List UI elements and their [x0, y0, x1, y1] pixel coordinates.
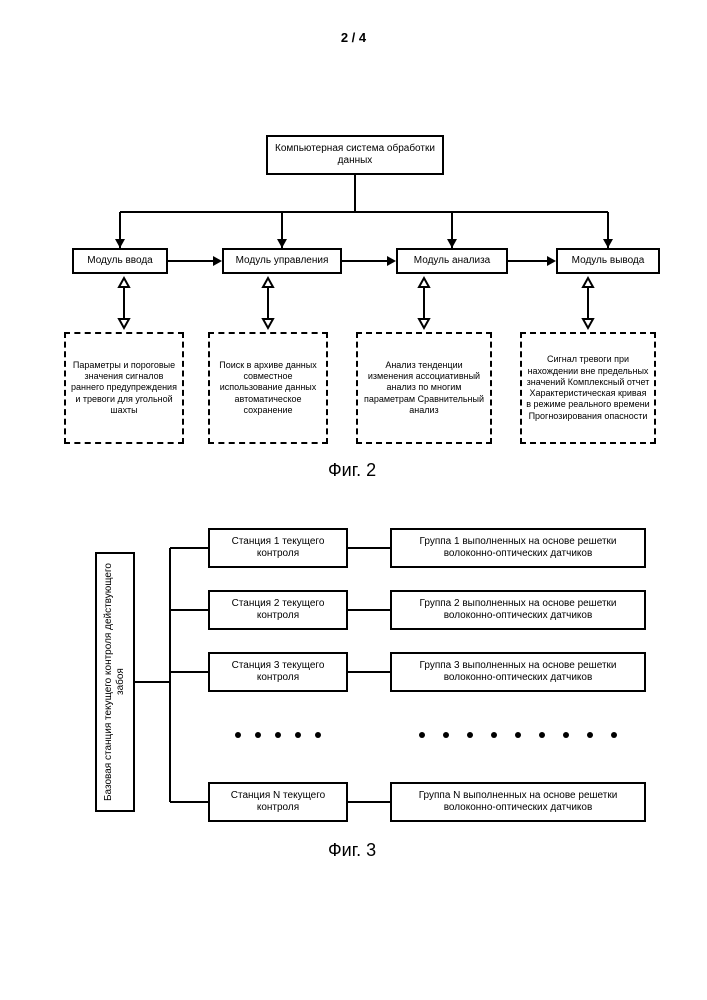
fig3-group-1: Группа 1 выполненных на основе решетки в…: [390, 528, 646, 568]
fig3-ellipsis-groups: [410, 730, 626, 740]
fig3-station-1: Станция 1 текущего контроля: [208, 528, 348, 568]
fig3-station-n: Станция N текущего контроля: [208, 782, 348, 822]
page: 2 / 4 Компьютерная система обработки дан…: [0, 0, 707, 1000]
fig3-group-2: Группа 2 выполненных на основе решетки в…: [390, 590, 646, 630]
fig3-ellipsis-stations: [228, 730, 328, 740]
fig3-group-3: Группа 3 выполненных на основе решетки в…: [390, 652, 646, 692]
fig3-station-3: Станция 3 текущего контроля: [208, 652, 348, 692]
fig3-base-station: Базовая станция текущего контроля действ…: [95, 552, 135, 812]
fig3-base-station-label: Базовая станция текущего контроля действ…: [103, 554, 127, 810]
fig3-station-2: Станция 2 текущего контроля: [208, 590, 348, 630]
fig3-group-n: Группа N выполненных на основе решетки в…: [390, 782, 646, 822]
fig3-caption: Фиг. 3: [328, 840, 376, 861]
